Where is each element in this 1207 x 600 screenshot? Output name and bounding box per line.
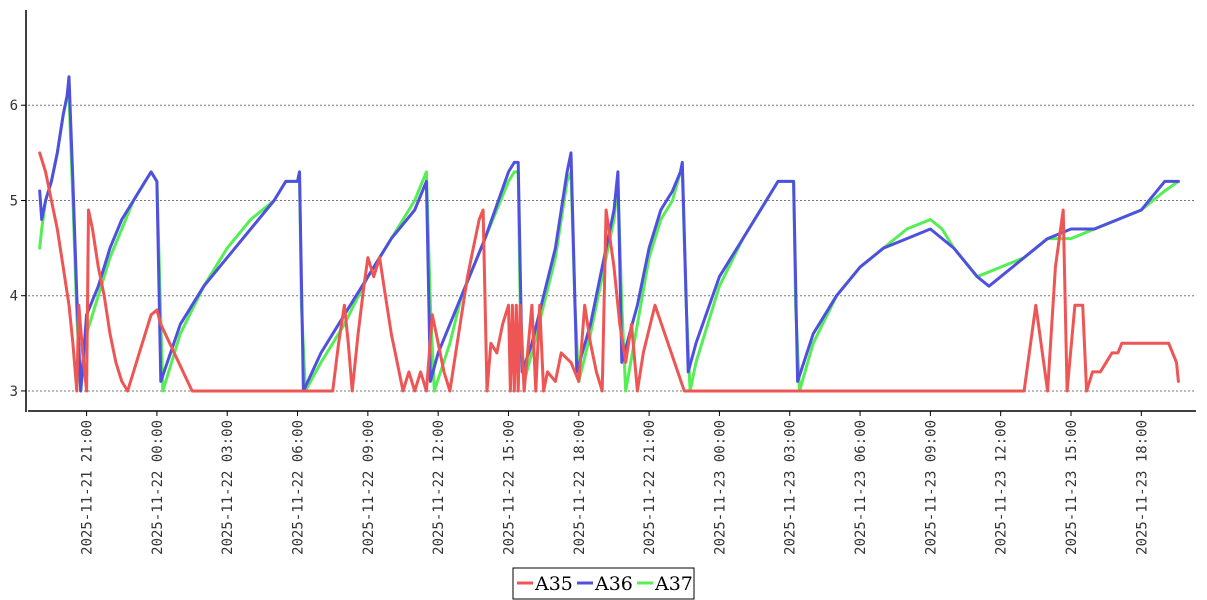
y-tick-label: 3: [10, 384, 18, 400]
legend-box: [512, 567, 695, 600]
x-tick-label: 2025-11-22 18:00: [572, 420, 588, 555]
y-tick-label: 6: [10, 98, 18, 114]
legend-label-a37: A37: [654, 573, 693, 595]
x-tick-label: 2025-11-23 09:00: [923, 420, 939, 555]
y-ticks: 3 4 5 6: [10, 98, 26, 400]
series-line-a37: [38, 94, 1180, 393]
x-tick-label: 2025-11-22 06:00: [291, 420, 307, 555]
x-tick-label: 2025-11-22 21:00: [642, 420, 658, 555]
series-lines: [38, 75, 1180, 393]
x-ticks: 2025-11-21 21:00 2025-11-22 00:00 2025-11-…: [80, 411, 1150, 555]
x-tick-label: 2025-11-22 09:00: [361, 420, 377, 555]
x-tick-label: 2025-11-22 00:00: [150, 420, 166, 555]
x-tick-label: 2025-11-23 03:00: [783, 420, 799, 555]
legend: A35 A36 A37: [512, 567, 695, 600]
legend-label-a35: A35: [534, 573, 573, 595]
legend-label-a36: A36: [594, 573, 633, 595]
axes: [25, 10, 1196, 412]
y-tick-label: 4: [10, 289, 18, 305]
x-tick-label: 2025-11-22 12:00: [431, 420, 447, 555]
x-tick-label: 2025-11-23 15:00: [1064, 420, 1080, 555]
x-tick-label: 2025-11-23 00:00: [712, 420, 728, 555]
x-tick-label: 2025-11-23 06:00: [853, 420, 869, 555]
x-tick-label: 2025-11-21 21:00: [80, 420, 96, 555]
x-tick-label: 2025-11-22 03:00: [220, 420, 236, 555]
x-tick-label: 2025-11-23 12:00: [994, 420, 1010, 555]
x-tick-label: 2025-11-22 15:00: [501, 420, 517, 555]
x-tick-label: 2025-11-23 18:00: [1134, 420, 1150, 555]
y-tick-label: 5: [10, 193, 18, 209]
series-line-a35: [38, 151, 1180, 393]
